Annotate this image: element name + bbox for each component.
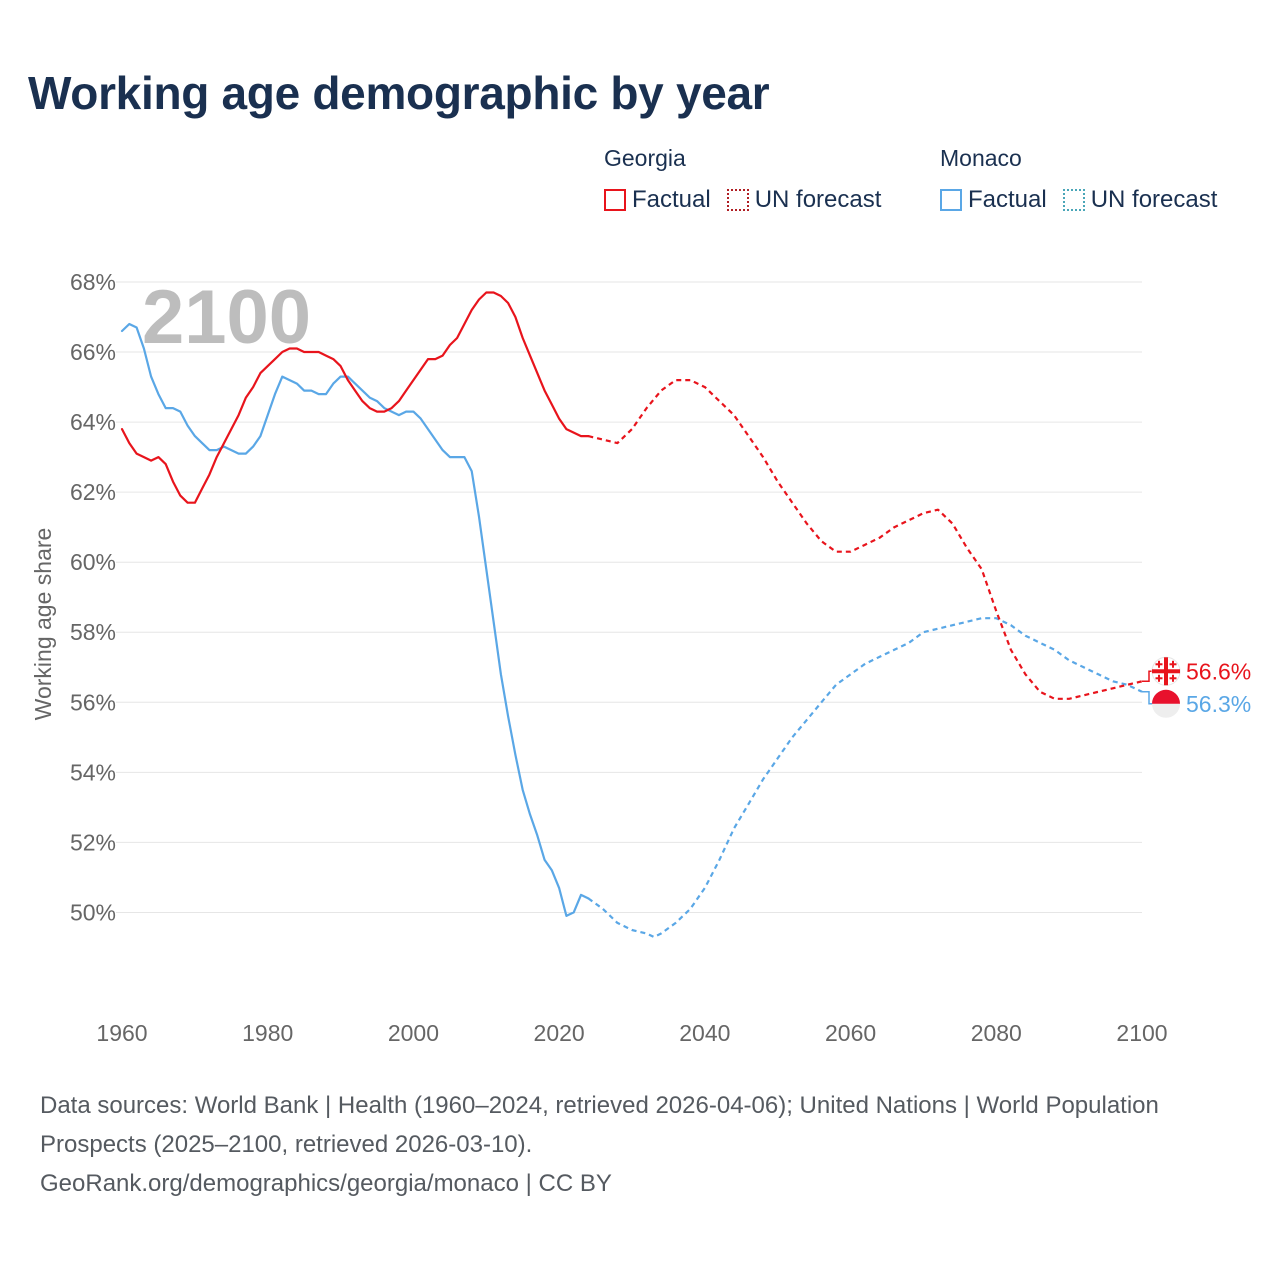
legend-group-name: Georgia xyxy=(604,145,686,171)
flag-small-cross xyxy=(1169,677,1177,680)
monaco-connector xyxy=(1142,691,1154,705)
monaco-flag-icon xyxy=(1152,689,1181,718)
flag-small-cross xyxy=(1155,677,1163,680)
y-axis-label: Working age share xyxy=(30,528,56,721)
legend-label: Factual xyxy=(632,186,711,213)
y-tick-label: 64% xyxy=(70,409,116,435)
legend-label: UN forecast xyxy=(1090,186,1218,213)
footer-sources: Data sources: World Bank | Health (1960–… xyxy=(40,1092,1159,1158)
legend-georgia-factual[interactable]: Factual xyxy=(604,186,711,214)
flag-cross-v xyxy=(1164,657,1168,686)
x-tick-label: 1980 xyxy=(242,1020,293,1046)
dotted-swatch-icon xyxy=(726,189,749,211)
x-tick-label: 2100 xyxy=(1116,1020,1167,1046)
flag-small-cross xyxy=(1169,663,1177,666)
y-tick-label: 60% xyxy=(70,549,116,575)
solid-swatch-icon xyxy=(940,189,962,211)
line-chart: 50% 52% 54% 56% 58% 60% 62% 64% 66% 68% 1960 1980 2… xyxy=(30,269,1251,1046)
footer-credit: GeoRank.org/demographics/georgia/monaco … xyxy=(40,1170,612,1197)
y-tick-label: 66% xyxy=(70,339,116,365)
monaco-end-value: 56.3% xyxy=(1186,691,1251,717)
y-tick-label: 68% xyxy=(70,269,116,295)
legend-monaco: Monaco Factual UN forecast xyxy=(940,145,1233,214)
y-tick-label: 58% xyxy=(70,619,116,645)
monaco-factual-line xyxy=(120,322,590,917)
flag-small-cross xyxy=(1155,663,1163,666)
dotted-swatch-icon xyxy=(1062,189,1085,211)
x-tick-label: 2080 xyxy=(971,1020,1022,1046)
end-markers: 56.6% 56.3% xyxy=(1142,656,1251,718)
year-label: 2100 xyxy=(142,275,311,360)
georgia-flag-icon xyxy=(1151,656,1181,686)
legend-monaco-factual[interactable]: Factual xyxy=(940,186,1047,214)
georgia-forecast-line xyxy=(588,379,1143,700)
y-axis: 50% 52% 54% 56% 58% 60% 62% 64% 66% 68% xyxy=(70,269,116,925)
x-axis: 1960 1980 2000 2020 2040 2060 2080 2100 xyxy=(96,1020,1167,1046)
footer: Data sources: World Bank | Health (1960–… xyxy=(40,1086,1200,1203)
y-tick-label: 62% xyxy=(70,479,116,505)
y-tick-label: 52% xyxy=(70,829,116,855)
solid-swatch-icon xyxy=(604,189,626,211)
legend-label: UN forecast xyxy=(754,186,882,213)
georgia-factual-line xyxy=(120,291,590,504)
x-tick-label: 2000 xyxy=(388,1020,439,1046)
flag-red-half xyxy=(1152,689,1181,704)
legend-monaco-forecast[interactable]: UN forecast xyxy=(1062,186,1218,214)
y-tick-label: 56% xyxy=(70,689,116,715)
x-tick-label: 1960 xyxy=(96,1020,147,1046)
georgia-end-value: 56.6% xyxy=(1186,658,1251,684)
y-tick-label: 54% xyxy=(70,759,116,785)
y-tick-label: 50% xyxy=(70,899,116,925)
legend-group-name: Monaco xyxy=(940,145,1022,171)
monaco-forecast-line xyxy=(587,617,1143,939)
x-tick-label: 2020 xyxy=(534,1020,585,1046)
grid xyxy=(116,281,1142,913)
legend-label: Factual xyxy=(968,186,1047,213)
x-tick-label: 2060 xyxy=(825,1020,876,1046)
x-tick-label: 2040 xyxy=(679,1020,730,1046)
legend-georgia: Georgia Factual UN forecast xyxy=(604,145,897,214)
legend-georgia-forecast[interactable]: UN forecast xyxy=(726,186,882,214)
series-lines xyxy=(120,291,1143,939)
chart-title: Working age demographic by year xyxy=(28,67,770,119)
